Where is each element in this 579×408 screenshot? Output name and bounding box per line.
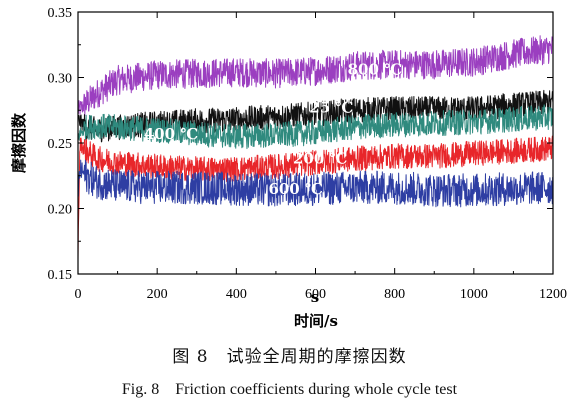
- y-tick-label: 0.25: [48, 137, 73, 152]
- series-layer: [78, 35, 553, 260]
- x-axis-unit-label: s: [311, 288, 319, 306]
- series-label: 400 ℃: [144, 125, 199, 143]
- x-tick-label: 1000: [460, 287, 488, 302]
- y-tick-label: 0.15: [48, 268, 73, 283]
- series-labels: 800 ℃ 25 ℃ 400 ℃ 200 ℃ 600 ℃: [144, 61, 402, 198]
- y-tick-label: 0.20: [48, 203, 73, 218]
- x-tick-label: 0: [75, 287, 82, 302]
- series-label: 600 ℃: [268, 180, 323, 198]
- series-line: [78, 104, 553, 150]
- series-line: [78, 135, 553, 260]
- figure-caption-en: Fig. 8 Friction coefficients during whol…: [121, 381, 458, 398]
- series-label: 800 ℃: [348, 61, 403, 79]
- series-line: [78, 35, 553, 117]
- figure-caption-cn: 图 8 试验全周期的摩擦因数: [172, 347, 407, 367]
- x-axis-title: 时间/s: [294, 312, 338, 330]
- series-label: 200 ℃: [293, 150, 348, 168]
- x-tick-label: 600: [305, 287, 326, 302]
- x-tick-label: 1200: [539, 287, 567, 302]
- x-tick-label: 400: [226, 287, 247, 302]
- y-axis-title: 摩擦因数: [10, 112, 28, 173]
- y-tick-label: 0.35: [48, 6, 73, 21]
- series-label: 25 ℃: [309, 99, 353, 117]
- series-line: [78, 159, 553, 208]
- x-tick-label: 200: [147, 287, 168, 302]
- y-tick-label: 0.30: [48, 72, 73, 87]
- ticks-layer: 0 200 400 600 800 1000 1200 0.15 0.20 0.25 0.30 0.3…: [48, 6, 568, 302]
- x-tick-label: 800: [384, 287, 405, 302]
